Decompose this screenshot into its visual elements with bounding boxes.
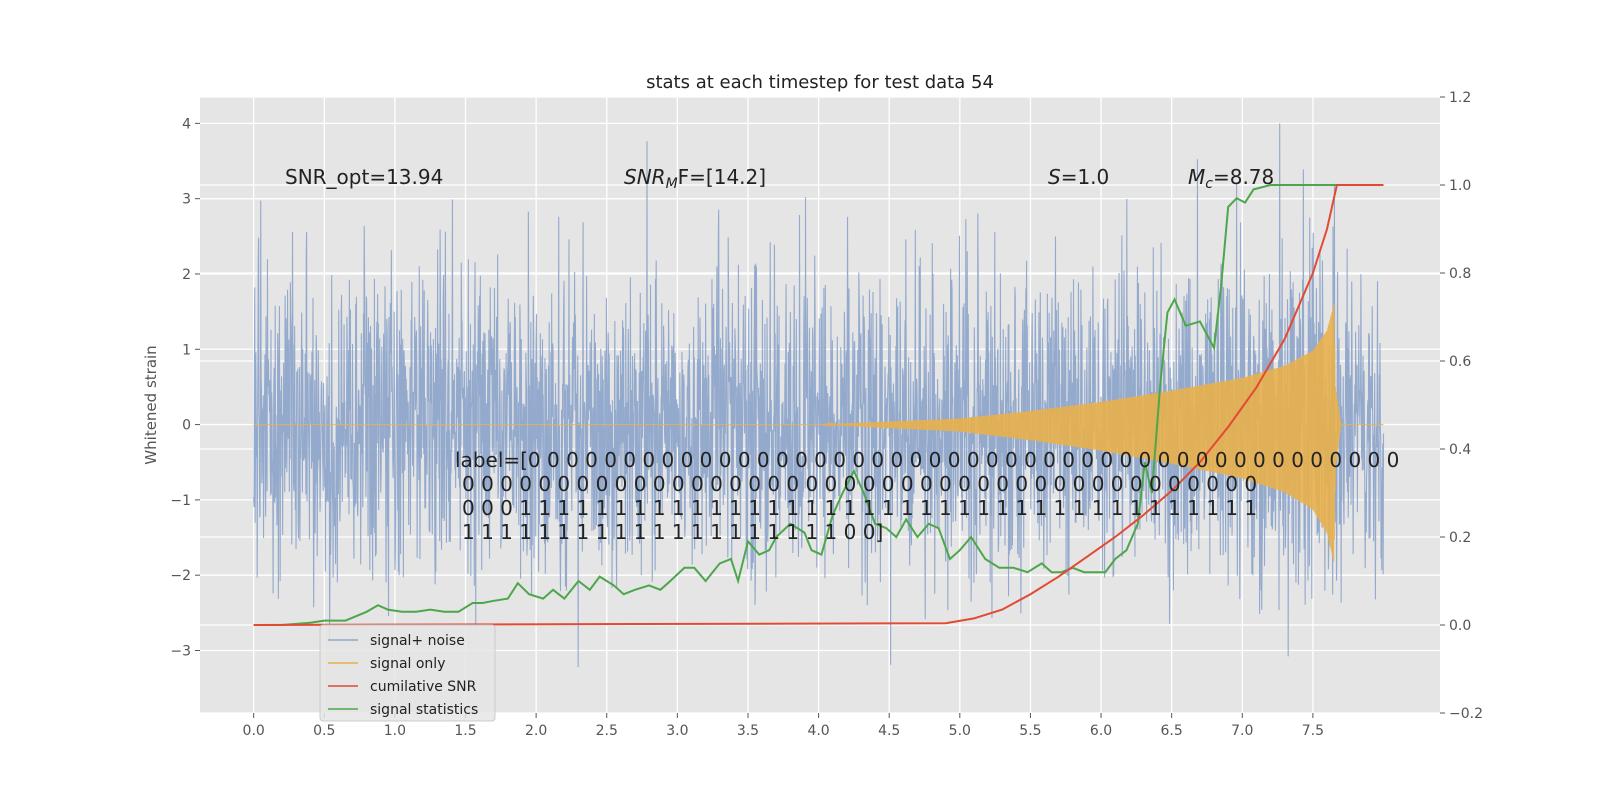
x-tick-label-3: 1.5 bbox=[454, 723, 476, 739]
x-tick-label-6: 3.0 bbox=[666, 723, 688, 739]
legend-label-cumulative-snr: cumilative SNR bbox=[370, 679, 477, 695]
y2-tick-label-5: 0.8 bbox=[1449, 266, 1471, 282]
y-tick-label-6: 3 bbox=[182, 192, 191, 208]
annotation-snr-mf-sub: M bbox=[666, 176, 678, 192]
y-axis-left: −3 −2 −1 0 1 2 3 4 bbox=[170, 116, 200, 659]
y2-tick-label-3: 0.4 bbox=[1449, 442, 1471, 458]
label-annotation: label=[0 0 0 0 0 0 0 0 0 0 0 0 0 0 0 0 0… bbox=[455, 448, 1399, 544]
x-tick-label-2: 1.0 bbox=[384, 723, 406, 739]
y-tick-label-0: −3 bbox=[170, 643, 191, 659]
legend-item-signal-only: signal only bbox=[328, 656, 445, 672]
y2-tick-label-7: 1.2 bbox=[1449, 90, 1471, 106]
x-tick-label-15: 7.5 bbox=[1302, 723, 1324, 739]
legend-label-signal-noise: signal+ noise bbox=[370, 633, 465, 649]
annotation-mc: Mc=8.78 bbox=[1188, 165, 1274, 192]
y-tick-label-4: 1 bbox=[182, 342, 191, 358]
annotation-s-var: S bbox=[1048, 165, 1061, 189]
y2-tick-label-1: 0.0 bbox=[1449, 618, 1471, 634]
x-tick-label-11: 5.5 bbox=[1019, 723, 1041, 739]
y2-tick-label-4: 0.6 bbox=[1449, 354, 1471, 370]
series-signal-statistics bbox=[253, 184, 1384, 626]
x-tick-label-12: 6.0 bbox=[1090, 723, 1112, 739]
legend-box bbox=[319, 624, 496, 722]
x-tick-label-4: 2.0 bbox=[525, 723, 547, 739]
chart-title: stats at each timestep for test data 54 bbox=[646, 72, 994, 93]
annotation-snr-mf-rest: F=[14.2] bbox=[678, 165, 766, 189]
annotation-s-rest: =1.0 bbox=[1061, 165, 1110, 189]
label-line-3: 0 0 0 1 1 1 1 1 1 1 1 1 1 1 1 1 1 1 1 1 … bbox=[462, 496, 1257, 520]
annotation-mc-rest: =8.78 bbox=[1213, 165, 1274, 189]
y-tick-label-2: −1 bbox=[170, 493, 191, 509]
y-tick-label-3: 0 bbox=[182, 418, 191, 434]
legend-label-signal-statistics: signal statistics bbox=[370, 702, 478, 718]
legend-item-signal-noise: signal+ noise bbox=[328, 633, 465, 649]
x-tick-label-14: 7.0 bbox=[1231, 723, 1253, 739]
x-tick-label-13: 6.5 bbox=[1161, 723, 1183, 739]
y-axis-label: Whitened strain bbox=[142, 345, 160, 464]
x-tick-label-10: 5.0 bbox=[949, 723, 971, 739]
annotation-snr-mf-base: SNR bbox=[624, 165, 666, 189]
label-line-1: label=[0 0 0 0 0 0 0 0 0 0 0 0 0 0 0 0 0… bbox=[455, 448, 1399, 472]
label-line-2: 0 0 0 0 0 0 0 0 0 0 0 0 0 0 0 0 0 0 0 0 … bbox=[462, 472, 1257, 496]
y2-tick-label-0: −0.2 bbox=[1449, 706, 1483, 722]
line-signal-statistics bbox=[253, 184, 1384, 626]
series-cumulative-snr bbox=[253, 184, 1384, 626]
line-signal-only bbox=[253, 304, 1384, 562]
x-tick-label-5: 2.5 bbox=[596, 723, 618, 739]
annotation-s: S=1.0 bbox=[1048, 165, 1109, 189]
annotation-snr-opt: SNR_opt=13.94 bbox=[285, 165, 443, 189]
x-tick-label-1: 0.5 bbox=[313, 723, 335, 739]
x-axis: 0.0 0.5 1.0 1.5 2.0 2.5 3.0 3.5 4.0 4.5 5.0 5.5 6.0 6… bbox=[243, 713, 1324, 739]
annotation-snr-mf: SNRMF=[14.2] bbox=[624, 165, 766, 192]
legend-item-cumulative-snr: cumilative SNR bbox=[328, 679, 477, 695]
y-tick-label-1: −2 bbox=[170, 568, 191, 584]
y2-tick-label-2: 0.2 bbox=[1449, 530, 1471, 546]
y2-tick-label-6: 1.0 bbox=[1449, 178, 1471, 194]
legend-item-signal-statistics: signal statistics bbox=[328, 702, 478, 718]
legend: signal+ noise signal only cumilative SNR… bbox=[319, 624, 496, 722]
label-line-4: 1 1 1 1 1 1 1 1 1 1 1 1 1 1 1 1 1 1 1 1 … bbox=[462, 520, 883, 544]
y-tick-label-7: 4 bbox=[182, 116, 191, 132]
x-tick-label-7: 3.5 bbox=[737, 723, 759, 739]
x-tick-label-0: 0.0 bbox=[243, 723, 265, 739]
line-cumulative-snr bbox=[253, 184, 1384, 626]
annotation-mc-var: M bbox=[1188, 165, 1205, 189]
series-signal-only bbox=[253, 304, 1384, 562]
y-axis-right: −0.2 0.0 0.2 0.4 0.6 0.8 1.0 1.2 bbox=[1440, 90, 1483, 722]
x-tick-label-8: 4.0 bbox=[807, 723, 829, 739]
x-tick-label-9: 4.5 bbox=[878, 723, 900, 739]
annotation-mc-sub: c bbox=[1205, 176, 1213, 192]
y-tick-label-5: 2 bbox=[182, 267, 191, 283]
legend-label-signal-only: signal only bbox=[370, 656, 445, 672]
